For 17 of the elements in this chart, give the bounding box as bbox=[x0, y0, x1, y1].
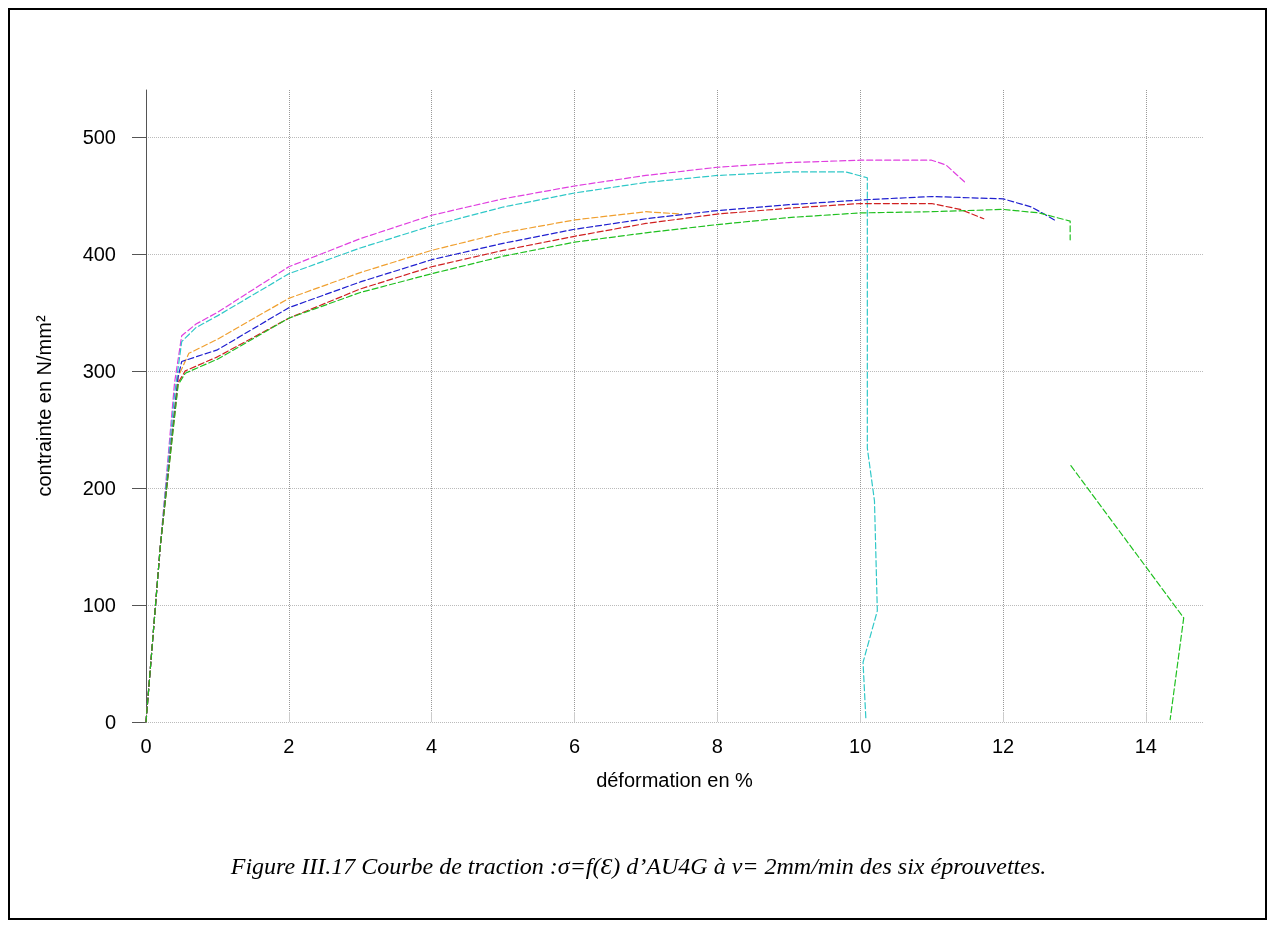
y-tick-label: 100 bbox=[82, 593, 116, 616]
x-tick-label: 14 bbox=[1134, 735, 1157, 757]
y-tick-label: 400 bbox=[82, 242, 116, 265]
x-tick-label: 2 bbox=[283, 735, 295, 757]
y-tick-label: 500 bbox=[82, 125, 116, 148]
y-axis-title: contrainte en N/mm² bbox=[33, 315, 55, 497]
x-tick-label: 6 bbox=[568, 735, 581, 757]
y-tick-label: 200 bbox=[82, 476, 116, 499]
x-axis-title: déformation en % bbox=[596, 769, 754, 791]
x-tick-label: 8 bbox=[711, 735, 723, 757]
x-tick-label: 10 bbox=[849, 735, 872, 757]
y-tick-label: 300 bbox=[82, 359, 116, 382]
y-tick-label: 0 bbox=[104, 711, 116, 733]
x-tick-label: 0 bbox=[140, 735, 152, 757]
x-tick-label: 12 bbox=[991, 735, 1015, 757]
x-tick-label: 4 bbox=[426, 735, 438, 757]
text: Figure III.17 Courbe de traction :σ=f(Ɛ) d’AU4G à ν= 2mm/min des six éprouvettes. bbox=[229, 853, 1047, 879]
